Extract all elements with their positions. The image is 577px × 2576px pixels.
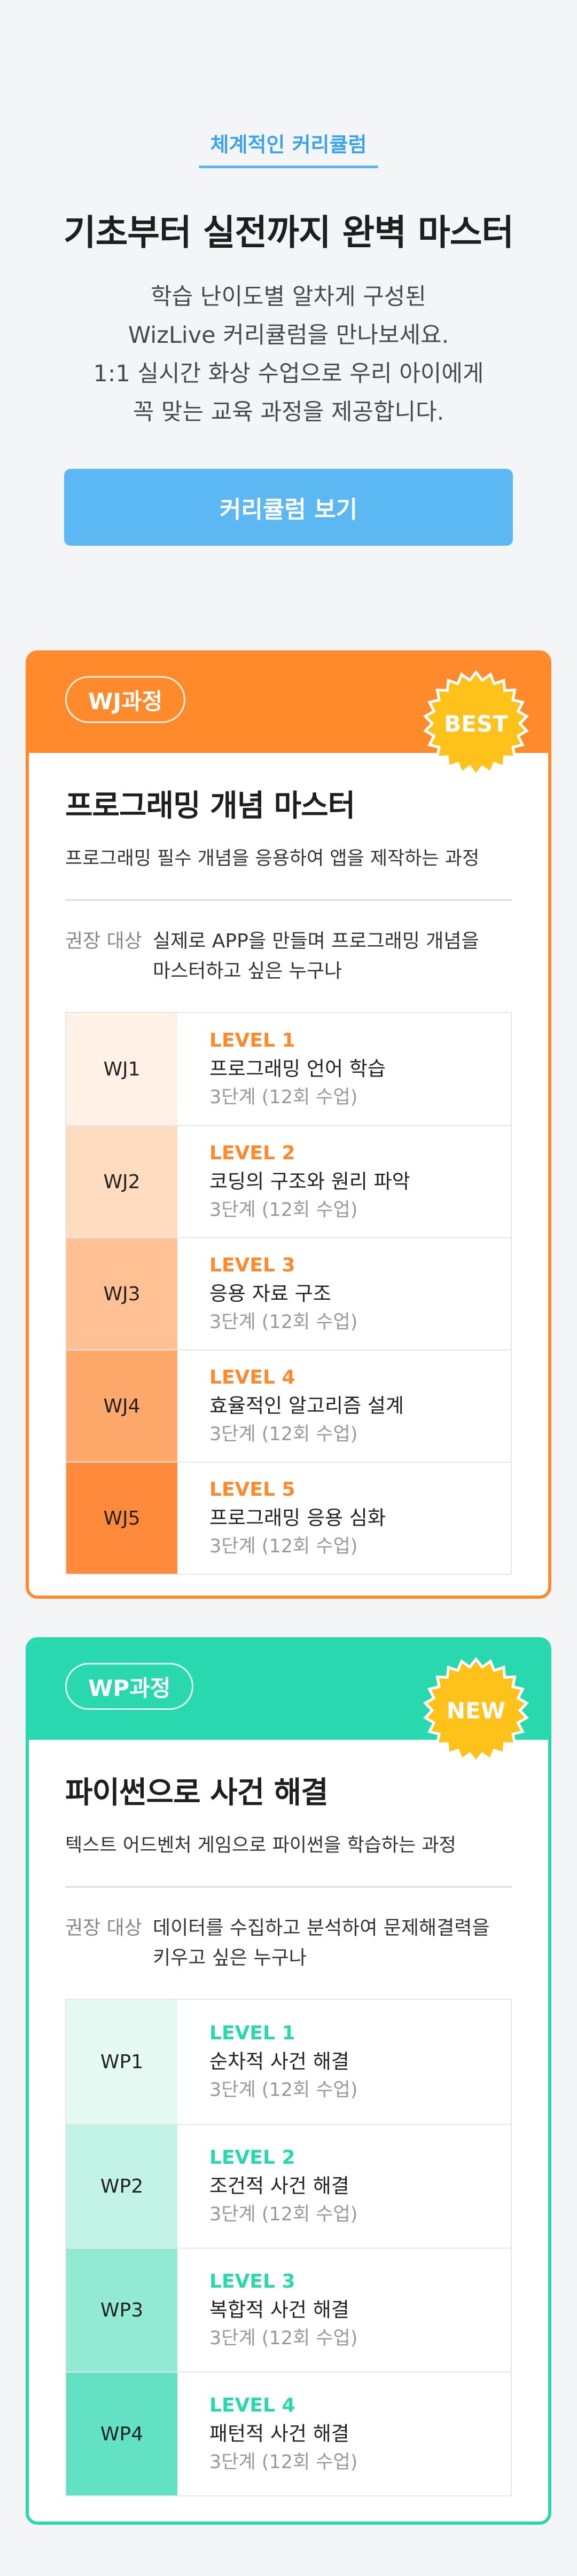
level-table: WP1 LEVEL 1 순차적 사건 해결 3단계 (12회 수업) WP2 L… bbox=[65, 1999, 512, 2496]
badge-label: BEST bbox=[444, 711, 508, 737]
level-code: WP4 bbox=[66, 2373, 177, 2495]
level-code: WJ4 bbox=[66, 1350, 177, 1462]
level-title: 조건적 사건 해결 bbox=[209, 2174, 349, 2197]
level-info: LEVEL 2 코딩의 구조와 원리 파악 3단계 (12회 수업) bbox=[177, 1126, 410, 1237]
target-label: 권장 대상 bbox=[65, 1917, 142, 1939]
target-line: 마스터하고 싶은 누구나 bbox=[153, 960, 342, 982]
course-card-wp: WP과정 NEW 파이썬으로 사건 해결 텍스트 어드벤처 게임으로 파이썬을 … bbox=[26, 1637, 551, 2525]
target-line: 키우고 싶은 누구나 bbox=[153, 1947, 307, 1969]
course-title: 프로그래밍 개념 마스터 bbox=[65, 789, 355, 823]
level-title: 효율적인 알고리즘 설계 bbox=[209, 1394, 404, 1417]
level-row[interactable]: WP2 LEVEL 2 조건적 사건 해결 3단계 (12회 수업) bbox=[66, 2124, 511, 2248]
level-meta: 3단계 (12회 수업) bbox=[209, 2452, 358, 2473]
level-meta: 3단계 (12회 수업) bbox=[209, 1311, 358, 1333]
level-title: 복합적 사건 해결 bbox=[209, 2298, 349, 2321]
badge-label: NEW bbox=[447, 1698, 505, 1724]
level-title: 프로그래밍 언어 학습 bbox=[209, 1057, 386, 1080]
level-meta: 3단계 (12회 수업) bbox=[209, 1536, 358, 1557]
target-audience: 권장 대상 실제로 APP을 만들며 프로그래밍 개념을 마스터하고 싶은 누구… bbox=[65, 926, 512, 986]
level-meta: 3단계 (12회 수업) bbox=[209, 2079, 358, 2101]
level-meta: 3단계 (12회 수업) bbox=[209, 2328, 358, 2349]
level-title: 순차적 사건 해결 bbox=[209, 2050, 349, 2073]
course-tag: WJ과정 bbox=[65, 676, 186, 723]
level-code: WP1 bbox=[66, 2000, 177, 2124]
course-card-body: 파이썬으로 사건 해결 텍스트 어드벤처 게임으로 파이썬을 학습하는 과정 권… bbox=[29, 1769, 548, 2496]
target-text: 데이터를 수집하고 분석하여 문제해결력을 키우고 싶은 누구나 bbox=[153, 1913, 512, 1973]
level-title: 프로그래밍 응용 심화 bbox=[209, 1506, 386, 1529]
section-kicker: 체계적인 커리큘럼 bbox=[210, 133, 367, 156]
new-badge-icon: NEW bbox=[420, 1654, 532, 1766]
level-name: LEVEL 3 bbox=[209, 2271, 295, 2292]
course-subtitle: 텍스트 어드벤처 게임으로 파이썬을 학습하는 과정 bbox=[65, 1835, 456, 1856]
course-title: 파이썬으로 사건 해결 bbox=[65, 1776, 329, 1810]
level-title: 패턴적 사건 해결 bbox=[209, 2422, 349, 2445]
level-meta: 3단계 (12회 수업) bbox=[209, 1087, 358, 1108]
level-name: LEVEL 5 bbox=[209, 1479, 295, 1501]
level-row[interactable]: WP4 LEVEL 4 패턴적 사건 해결 3단계 (12회 수업) bbox=[66, 2371, 511, 2495]
level-code: WJ2 bbox=[66, 1126, 177, 1237]
level-row[interactable]: WJ2 LEVEL 2 코딩의 구조와 원리 파악 3단계 (12회 수업) bbox=[66, 1125, 511, 1237]
course-card-header: WJ과정 BEST bbox=[29, 654, 548, 777]
level-name: LEVEL 3 bbox=[209, 1254, 295, 1276]
level-meta: 3단계 (12회 수업) bbox=[209, 1199, 358, 1221]
divider bbox=[65, 1886, 512, 1888]
best-badge-icon: BEST bbox=[420, 667, 532, 780]
level-row[interactable]: WJ3 LEVEL 3 응용 자료 구조 3단계 (12회 수업) bbox=[66, 1237, 511, 1349]
level-table: WJ1 LEVEL 1 프로그래밍 언어 학습 3단계 (12회 수업) WJ2… bbox=[65, 1012, 512, 1575]
kicker-underline bbox=[199, 166, 378, 168]
level-title: 코딩의 구조와 원리 파악 bbox=[209, 1170, 410, 1193]
level-code: WJ1 bbox=[66, 1013, 177, 1125]
description-line: 학습 난이도별 알차게 구성된 bbox=[151, 284, 426, 310]
level-row[interactable]: WP1 LEVEL 1 순차적 사건 해결 3단계 (12회 수업) bbox=[66, 2000, 511, 2124]
level-code: WP2 bbox=[66, 2125, 177, 2248]
description-line: WizLive 커리큘럼을 만나보세요. bbox=[128, 322, 449, 349]
course-subtitle: 프로그래밍 필수 개념을 응용하여 앱을 제작하는 과정 bbox=[65, 848, 480, 869]
level-title: 응용 자료 구조 bbox=[209, 1282, 331, 1305]
level-meta: 3단계 (12회 수업) bbox=[209, 1424, 358, 1445]
level-name: LEVEL 4 bbox=[209, 2394, 295, 2416]
level-info: LEVEL 5 프로그래밍 응용 심화 3단계 (12회 수업) bbox=[177, 1463, 386, 1574]
level-info: LEVEL 1 프로그래밍 언어 학습 3단계 (12회 수업) bbox=[177, 1013, 386, 1125]
level-info: LEVEL 1 순차적 사건 해결 3단계 (12회 수업) bbox=[177, 2000, 357, 2124]
level-code: WP3 bbox=[66, 2249, 177, 2371]
target-line: 실제로 APP을 만들며 프로그래밍 개념을 bbox=[153, 930, 479, 952]
course-card-header: WP과정 NEW bbox=[29, 1640, 548, 1764]
badge-starburst: NEW bbox=[423, 1656, 529, 1764]
section-description: 학습 난이도별 알차게 구성된 WizLive 커리큘럼을 만나보세요. 1:1… bbox=[0, 278, 577, 431]
level-info: LEVEL 4 효율적인 알고리즘 설계 3단계 (12회 수업) bbox=[177, 1350, 404, 1462]
level-code: WJ3 bbox=[66, 1238, 177, 1349]
course-card-wj: WJ과정 BEST 프로그래밍 개념 마스터 프로그래밍 필수 개념을 응용하여… bbox=[26, 650, 551, 1599]
level-name: LEVEL 4 bbox=[209, 1366, 295, 1388]
divider bbox=[65, 899, 512, 901]
level-code: WJ5 bbox=[66, 1463, 177, 1574]
target-line: 데이터를 수집하고 분석하여 문제해결력을 bbox=[153, 1917, 490, 1939]
target-label: 권장 대상 bbox=[65, 930, 142, 952]
target-audience: 권장 대상 데이터를 수집하고 분석하여 문제해결력을 키우고 싶은 누구나 bbox=[65, 1913, 512, 1973]
level-row[interactable]: WJ4 LEVEL 4 효율적인 알고리즘 설계 3단계 (12회 수업) bbox=[66, 1349, 511, 1462]
level-row[interactable]: WJ1 LEVEL 1 프로그래밍 언어 학습 3단계 (12회 수업) bbox=[66, 1013, 511, 1125]
level-name: LEVEL 2 bbox=[209, 1142, 295, 1164]
target-text: 실제로 APP을 만들며 프로그래밍 개념을 마스터하고 싶은 누구나 bbox=[153, 926, 512, 986]
level-name: LEVEL 1 bbox=[209, 1030, 295, 1051]
level-info: LEVEL 3 응용 자료 구조 3단계 (12회 수업) bbox=[177, 1238, 357, 1349]
level-info: LEVEL 3 복합적 사건 해결 3단계 (12회 수업) bbox=[177, 2249, 357, 2371]
level-meta: 3단계 (12회 수업) bbox=[209, 2204, 358, 2225]
course-tag: WP과정 bbox=[65, 1663, 194, 1710]
level-name: LEVEL 1 bbox=[209, 2022, 295, 2044]
description-line: 꼭 맞는 교육 과정을 제공합니다. bbox=[132, 399, 445, 426]
section-title: 기초부터 실전까지 완벽 마스터 bbox=[63, 212, 514, 253]
view-curriculum-button[interactable]: 커리큘럼 보기 bbox=[64, 469, 513, 546]
level-name: LEVEL 2 bbox=[209, 2147, 295, 2169]
level-row[interactable]: WP3 LEVEL 3 복합적 사건 해결 3단계 (12회 수업) bbox=[66, 2248, 511, 2371]
description-line: 1:1 실시간 화상 수업으로 우리 아이에게 bbox=[93, 360, 484, 387]
course-card-body: 프로그래밍 개념 마스터 프로그래밍 필수 개념을 응용하여 앱을 제작하는 과… bbox=[29, 782, 548, 1575]
badge-starburst: BEST bbox=[423, 670, 529, 777]
level-info: LEVEL 2 조건적 사건 해결 3단계 (12회 수업) bbox=[177, 2125, 357, 2248]
level-info: LEVEL 4 패턴적 사건 해결 3단계 (12회 수업) bbox=[177, 2373, 357, 2495]
level-row[interactable]: WJ5 LEVEL 5 프로그래밍 응용 심화 3단계 (12회 수업) bbox=[66, 1462, 511, 1574]
